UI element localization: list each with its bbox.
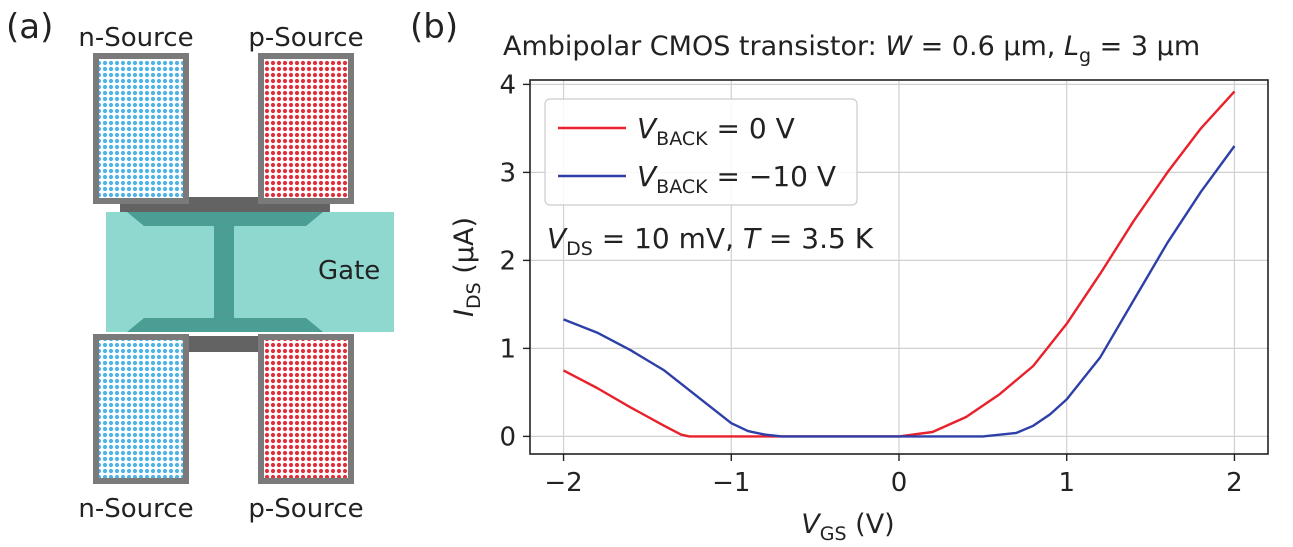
chart-title-prefix: Ambipolar CMOS transistor: <box>503 31 885 62</box>
y-axis-unit: (µA) <box>449 217 480 282</box>
y-tick-label: 0 <box>499 422 516 452</box>
y-axis-label: IDS (µA) <box>449 217 485 317</box>
legend-1-symbol: V <box>637 160 658 193</box>
y-tick-label: 4 <box>499 70 516 100</box>
measurement-conditions: VDS = 10 mV, T = 3.5 K <box>547 222 874 260</box>
panel-a-label: (a) <box>6 7 53 47</box>
gate-region <box>106 212 394 332</box>
bottom-left-n-source-pad <box>93 334 189 484</box>
y-tick-label: 3 <box>499 158 516 188</box>
top-right-p-source-pad <box>258 53 354 204</box>
x-tick-label: 0 <box>891 468 908 498</box>
x-ticks: −2 −1 0 1 2 <box>544 454 1243 498</box>
top-left-source-label: n-Source <box>78 23 193 53</box>
gate-label: Gate <box>318 256 380 286</box>
x-tick-label: −1 <box>712 468 750 498</box>
x-axis-unit: (V) <box>847 509 895 540</box>
y-ticks: 0 1 2 3 4 <box>499 70 530 452</box>
legend: VBACK = 0 V VBACK = −10 V <box>544 98 858 206</box>
x-tick-label: 1 <box>1058 468 1075 498</box>
x-axis-symbol: V <box>801 509 822 540</box>
top-left-n-source-pad <box>93 53 189 204</box>
iv-chart: (b) Ambipolar CMOS transistor: W = 0.6 µ… <box>410 7 1269 545</box>
x-axis-label: VGS (V) <box>801 509 894 545</box>
annot-t-value: = 3.5 K <box>760 222 874 255</box>
y-tick-label: 2 <box>499 246 516 276</box>
x-tick-label: −2 <box>544 468 582 498</box>
chart-title-l-symbol: L <box>1064 31 1079 62</box>
chart-title-l-sub: g <box>1079 45 1091 67</box>
annot-v-value: = 10 mV, <box>593 222 743 255</box>
bottom-right-p-source-pad <box>258 334 354 484</box>
panel-b-label: (b) <box>410 7 458 47</box>
x-axis-sub: GS <box>820 523 847 545</box>
top-right-source-label: p-Source <box>248 23 363 53</box>
y-axis-symbol: I <box>449 309 480 317</box>
series-line-1 <box>563 145 1236 438</box>
legend-1-sub: BACK <box>656 176 708 198</box>
series-layer <box>562 90 1236 438</box>
chart-title: Ambipolar CMOS transistor: W = 0.6 µm, L… <box>503 31 1200 67</box>
y-tick-label: 1 <box>499 334 516 364</box>
chart-title-w-value: = 0.6 µm, <box>912 31 1064 62</box>
device-diagram: (a) n-Source p-Source n-Source p-Source … <box>6 7 394 524</box>
legend-1-value: = −10 V <box>708 160 836 193</box>
annot-v-symbol: V <box>547 222 568 255</box>
y-axis-sub: DS <box>463 282 485 309</box>
legend-0-sub: BACK <box>656 128 708 150</box>
legend-entry-v-back-minus-10: VBACK = −10 V <box>637 160 836 198</box>
annot-t-symbol: T <box>743 222 762 255</box>
legend-box <box>544 98 858 206</box>
legend-entry-v-back-0: VBACK = 0 V <box>637 112 795 150</box>
bottom-right-source-label: p-Source <box>248 494 363 524</box>
bottom-left-source-label: n-Source <box>78 494 193 524</box>
legend-0-symbol: V <box>637 112 658 145</box>
channel-gate-overlap <box>127 212 323 332</box>
annot-v-sub: DS <box>566 238 593 260</box>
chart-title-w-symbol: W <box>885 31 913 62</box>
legend-0-value: = 0 V <box>708 112 795 145</box>
x-tick-label: 2 <box>1226 468 1243 498</box>
chart-title-l-value: = 3 µm <box>1091 31 1200 62</box>
